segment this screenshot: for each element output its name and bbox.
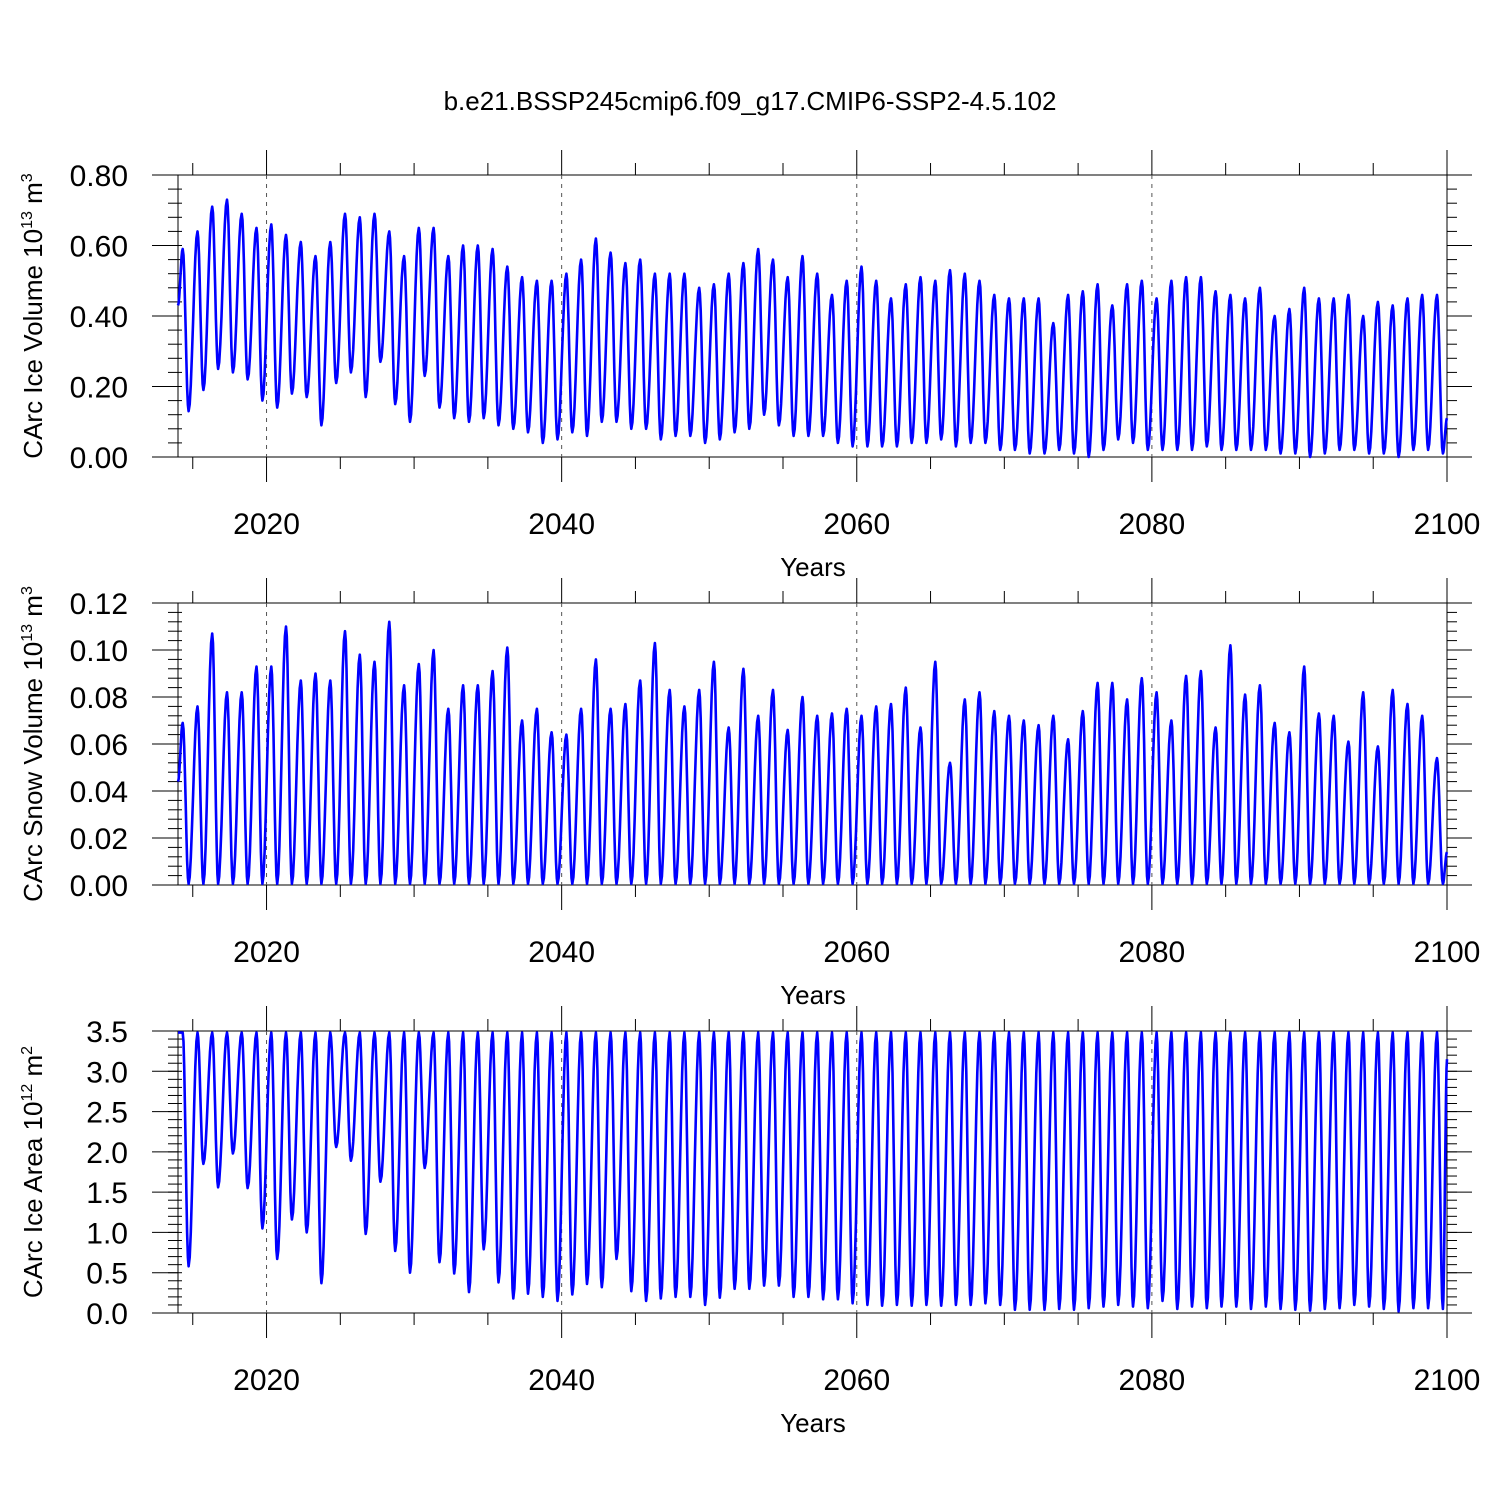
x-axis-label: Years — [780, 980, 846, 1010]
x-tick-label: 2060 — [823, 508, 890, 541]
y-tick-label: 0.80 — [70, 160, 128, 193]
panel-snow-volume: 0.00 0.02 0.04 0.06 0.08 0.10 0.12 2020 2040 2060… — [18, 578, 1480, 1010]
y-tick-label: 0.00 — [70, 870, 128, 903]
y-tick-label: 0.08 — [70, 682, 128, 715]
y-axis-label: CArc Snow Volume 1013 m3 — [18, 586, 48, 902]
x-tick-label: 2020 — [233, 1364, 300, 1397]
y-tick-label: 0.10 — [70, 635, 128, 668]
x-axis-label: Years — [780, 1408, 846, 1438]
series-line — [177, 1031, 1449, 1313]
y-tick-label: 0.0 — [86, 1298, 128, 1331]
y-tick-label: 0.04 — [70, 776, 128, 809]
y-tick-label: 0.02 — [70, 823, 128, 856]
x-axis-label: Years — [780, 552, 846, 582]
y-tick-label: 2.5 — [86, 1097, 128, 1130]
x-tick-label: 2080 — [1119, 508, 1186, 541]
y-axis-label: CArc Ice Volume 1013 m3 — [18, 173, 48, 458]
panel-ice-area: 0.0 0.5 1.0 1.5 2.0 2.5 3.0 3.5 2020 2040 2060 2080… — [18, 1006, 1480, 1438]
x-tick-label: 2100 — [1414, 1364, 1481, 1397]
y-tick-label: 1.0 — [86, 1217, 128, 1250]
y-tick-label: 0.00 — [70, 442, 128, 475]
y-tick-label: 2.0 — [86, 1137, 128, 1170]
y-tick-label: 0.5 — [86, 1258, 128, 1291]
y-tick-label: 3.0 — [86, 1056, 128, 1089]
series-line — [176, 198, 1449, 459]
x-tick-label: 2060 — [823, 936, 890, 969]
series-line — [176, 620, 1449, 886]
y-tick-label: 3.5 — [86, 1016, 128, 1049]
figure-title: b.e21.BSSP245cmip6.f09_g17.CMIP6-SSP2-4.… — [444, 86, 1057, 116]
x-tick-label: 2040 — [528, 508, 595, 541]
x-tick-label: 2080 — [1119, 936, 1186, 969]
y-tick-label: 0.40 — [70, 301, 128, 334]
x-tick-label: 2040 — [528, 936, 595, 969]
x-tick-label: 2020 — [233, 936, 300, 969]
panel-ice-volume: 0.00 0.20 0.40 0.60 0.80 2020 2040 2060 2080 2100… — [18, 150, 1480, 582]
x-tick-label: 2100 — [1414, 936, 1481, 969]
y-tick-label: 0.20 — [70, 372, 128, 405]
x-tick-label: 2100 — [1414, 508, 1481, 541]
x-tick-label: 2060 — [823, 1364, 890, 1397]
x-tick-label: 2020 — [233, 508, 300, 541]
y-tick-label: 1.5 — [86, 1177, 128, 1210]
y-tick-label: 0.60 — [70, 231, 128, 264]
y-axis-label: CArc Ice Area 1012 m2 — [18, 1046, 48, 1298]
y-tick-label: 0.06 — [70, 729, 128, 762]
x-tick-label: 2040 — [528, 1364, 595, 1397]
y-tick-label: 0.12 — [70, 588, 128, 621]
x-tick-label: 2080 — [1119, 1364, 1186, 1397]
